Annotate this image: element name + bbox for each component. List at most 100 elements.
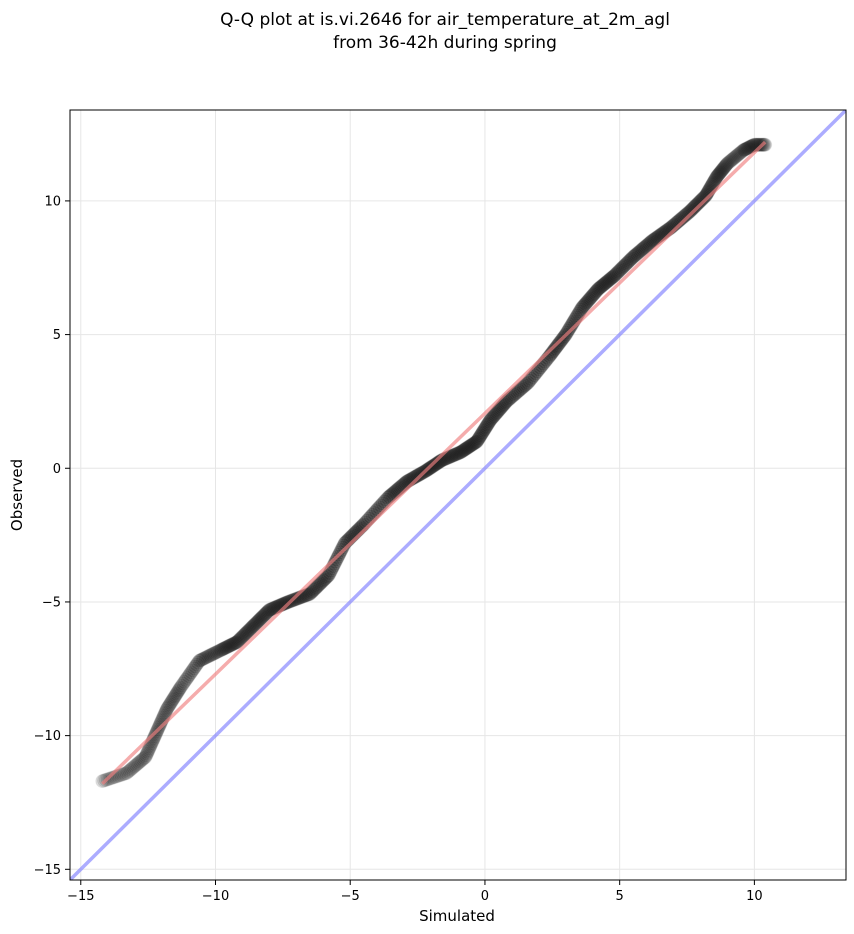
qq-point — [736, 143, 751, 158]
qq-point — [591, 282, 606, 297]
qq-point — [260, 605, 275, 620]
qq-point — [728, 149, 743, 164]
qq-point — [624, 251, 639, 266]
qq-point — [464, 438, 479, 453]
qq-point — [740, 141, 755, 156]
qq-point — [131, 755, 146, 770]
qq-point — [167, 689, 182, 704]
qq-point — [120, 764, 135, 779]
qq-point — [711, 166, 726, 181]
qq-point — [212, 643, 227, 658]
qq-point — [502, 391, 517, 406]
qq-point — [719, 157, 734, 172]
qq-point — [607, 268, 622, 283]
qq-point — [634, 243, 649, 258]
qq-point — [635, 242, 650, 257]
qq-point — [731, 146, 746, 161]
qq-point — [726, 151, 741, 166]
qq-point — [460, 440, 475, 455]
qq-point — [220, 639, 235, 654]
qq-point — [716, 161, 731, 176]
qq-point — [705, 176, 720, 191]
qq-point — [496, 398, 511, 413]
qq-point — [738, 142, 753, 157]
qq-point — [232, 632, 247, 647]
x-axis-label: Simulated — [419, 907, 495, 925]
y-tick-label: 5 — [53, 328, 61, 343]
qq-point — [114, 767, 129, 782]
qq-point — [715, 162, 730, 177]
y-tick-label: 10 — [44, 194, 61, 209]
qq-point — [737, 142, 752, 157]
qq-point — [386, 486, 401, 501]
qq-point — [469, 434, 484, 449]
y-tick-label: −5 — [42, 595, 61, 610]
qq-point — [267, 600, 282, 615]
qq-point — [511, 383, 526, 398]
qq-point — [228, 635, 243, 650]
qq-point — [231, 633, 246, 648]
qq-point — [712, 166, 727, 181]
fit-line — [101, 140, 767, 786]
qq-point — [444, 449, 459, 464]
qq-point — [581, 292, 596, 307]
qq-point — [427, 457, 442, 472]
qq-point — [485, 410, 500, 425]
qq-point — [258, 606, 273, 621]
chart-title-line-2: from 36-42h during spring — [333, 33, 557, 53]
qq-point — [177, 674, 192, 689]
qq-point — [314, 574, 329, 589]
qq-point — [143, 739, 158, 754]
qq-point — [548, 341, 563, 356]
qq-point — [302, 586, 317, 601]
qq-point — [328, 554, 343, 569]
qq-point — [290, 591, 305, 606]
qq-point — [160, 700, 175, 715]
qq-point — [122, 763, 137, 778]
qq-point — [589, 283, 604, 298]
qq-point — [752, 137, 767, 152]
qq-point — [680, 206, 695, 221]
qq-point — [583, 291, 598, 306]
x-tick-label: −15 — [67, 889, 94, 904]
qq-point — [642, 236, 657, 251]
qq-point — [694, 193, 709, 208]
qq-point — [453, 445, 468, 460]
qq-point — [498, 395, 513, 410]
qq-point — [577, 298, 592, 313]
qq-point — [638, 239, 653, 254]
qq-point — [584, 290, 599, 305]
qq-point — [242, 622, 257, 637]
qq-point — [251, 613, 266, 628]
qq-point — [209, 645, 224, 660]
qq-point — [618, 258, 633, 273]
qq-point — [234, 630, 249, 645]
qq-point — [462, 439, 477, 454]
qq-point — [588, 284, 603, 299]
qq-point — [173, 680, 188, 695]
qq-point — [720, 156, 735, 171]
qq-point — [595, 278, 610, 293]
qq-point — [508, 386, 523, 401]
qq-point — [649, 231, 664, 246]
qq-point — [521, 375, 536, 390]
qq-point — [522, 373, 537, 388]
qq-point — [133, 754, 148, 769]
qq-point — [497, 397, 512, 412]
qq-point — [715, 163, 730, 178]
qq-point — [709, 169, 724, 184]
qq-point — [458, 442, 473, 457]
qq-point — [473, 428, 488, 443]
qq-point — [472, 429, 487, 444]
qq-point — [507, 387, 522, 402]
qq-point — [600, 274, 615, 289]
qq-point — [130, 756, 145, 771]
qq-point — [741, 140, 756, 155]
qq-point — [134, 753, 149, 768]
qq-point — [227, 636, 242, 651]
qq-point — [562, 321, 577, 336]
qq-point — [178, 672, 193, 687]
qq-point — [189, 657, 204, 672]
qq-point — [442, 449, 457, 464]
qq-point — [135, 752, 150, 767]
